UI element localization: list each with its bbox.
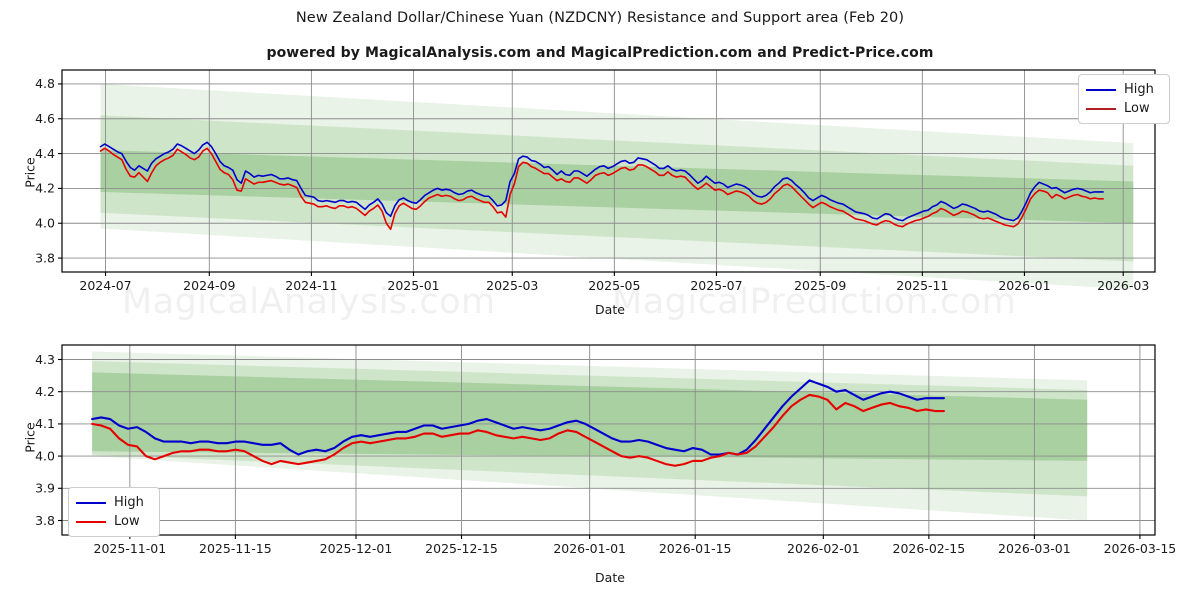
legend-label-low-detail: Low	[114, 514, 140, 529]
y-tick-label: 4.3	[35, 352, 55, 367]
legend-swatch-low-detail	[76, 520, 106, 523]
x-tick-label: 2026-03	[1097, 278, 1149, 293]
x-tick-label: 2024-07	[79, 278, 131, 293]
x-tick-label: 2025-07	[690, 278, 742, 293]
y-tick-label: 3.8	[35, 513, 55, 528]
overview-y-axis-label: Price	[22, 157, 38, 188]
legend-item-high: High	[1086, 80, 1161, 99]
x-tick-label: 2026-01-01	[553, 541, 626, 556]
x-tick-label: 2025-12-01	[320, 541, 393, 556]
x-tick-label: 2026-03-01	[998, 541, 1071, 556]
y-tick-label: 3.9	[35, 481, 55, 496]
legend-item-high-detail: High	[76, 493, 151, 512]
x-tick-label: 2024-09	[183, 278, 235, 293]
y-tick-label: 4.1	[35, 416, 55, 431]
x-tick-label: 2025-11-01	[94, 541, 167, 556]
y-tick-label: 4.0	[35, 448, 55, 463]
x-tick-label: 2024-11	[285, 278, 337, 293]
x-tick-label: 2026-02-15	[893, 541, 966, 556]
legend-label-low: Low	[1124, 101, 1150, 116]
x-tick-label: 2026-03-15	[1104, 541, 1177, 556]
detail-legend: High Low	[68, 487, 160, 537]
y-tick-label: 4.2	[35, 384, 55, 399]
x-tick-label: 2026-01-15	[659, 541, 732, 556]
legend-swatch-low	[1086, 107, 1116, 110]
x-tick-label: 2025-12-15	[425, 541, 498, 556]
page-subtitle: powered by MagicalAnalysis.com and Magic…	[266, 45, 934, 61]
y-tick-label: 3.8	[35, 250, 55, 265]
x-tick-label: 2025-09	[794, 278, 846, 293]
overview-legend: High Low	[1078, 74, 1170, 124]
x-tick-label: 2025-01	[387, 278, 439, 293]
y-tick-label: 4.6	[35, 111, 55, 126]
y-tick-label: 4.0	[35, 216, 55, 231]
y-tick-label: 4.4	[35, 146, 55, 161]
legend-label-high-detail: High	[114, 495, 144, 510]
x-tick-label: 2026-01	[998, 278, 1050, 293]
x-tick-label: 2025-03	[486, 278, 538, 293]
legend-swatch-high	[1086, 88, 1116, 91]
detail-x-axis-label: Date	[595, 570, 625, 585]
x-tick-label: 2025-11-15	[199, 541, 272, 556]
x-tick-label: 2025-05	[588, 278, 640, 293]
y-tick-label: 4.2	[35, 181, 55, 196]
overview-x-axis-label: Date	[595, 302, 625, 317]
legend-item-low: Low	[1086, 99, 1161, 118]
detail-chart-plot: 3.8 3.9 4.0 4.1 4.2 4.3 2025-11-01 2025-11-15 20…	[35, 344, 1177, 556]
overview-chart-plot: 3.8 4.0 4.2 4.4 4.6 4.8 2024-07 2024-09 2024-11 2…	[35, 69, 1156, 293]
legend-swatch-high-detail	[76, 501, 106, 504]
legend-item-low-detail: Low	[76, 512, 151, 531]
legend-label-high: High	[1124, 82, 1154, 97]
y-tick-label: 4.8	[35, 76, 55, 91]
x-tick-label: 2026-02-01	[787, 541, 860, 556]
page-title: New Zealand Dollar/Chinese Yuan (NZDCNY)…	[295, 10, 905, 26]
detail-y-axis-label: Price	[22, 422, 38, 453]
x-tick-label: 2025-11	[896, 278, 948, 293]
